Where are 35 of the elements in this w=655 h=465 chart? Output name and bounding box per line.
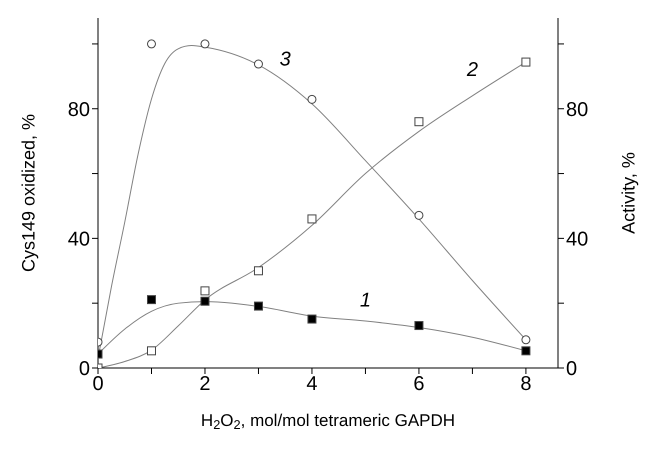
point [521,335,530,344]
x-tick-label: 2 [199,373,211,396]
point [414,117,424,126]
point [254,266,263,276]
point [521,346,530,356]
x-tick-label: 0 [92,373,104,396]
point [200,296,210,306]
y2-tick-label: 0 [566,358,578,380]
y-axis-title: Cys149 oxidized, % [18,114,38,272]
point [146,295,156,304]
point [414,321,424,330]
y2-tick-label: 40 [566,228,588,250]
x-tick-label: 8 [520,373,532,396]
y2-tick-label: 80 [566,98,588,121]
x-axis-title: H$_{2}$O$_{2}$, mol/mol tetrameric GAPDH [200,411,456,432]
series-label: 3 [280,48,291,71]
x-tick-label: 4 [306,373,318,396]
point [146,346,156,356]
x-tick-label: 6 [413,373,424,396]
point [414,210,424,220]
point [254,302,263,311]
point [521,58,530,67]
point [307,94,316,104]
text: 2 [466,58,478,81]
text: 1 [360,289,372,312]
point [200,286,210,296]
y-tick-label: 40 [68,228,90,250]
point [307,214,316,224]
point [200,39,210,48]
y2-axis-title: Activity, % [618,152,638,234]
point [146,39,156,48]
point [307,314,316,324]
y-tick-label: 80 [68,98,90,121]
point [254,60,263,69]
y-tick-label: 0 [78,358,90,380]
